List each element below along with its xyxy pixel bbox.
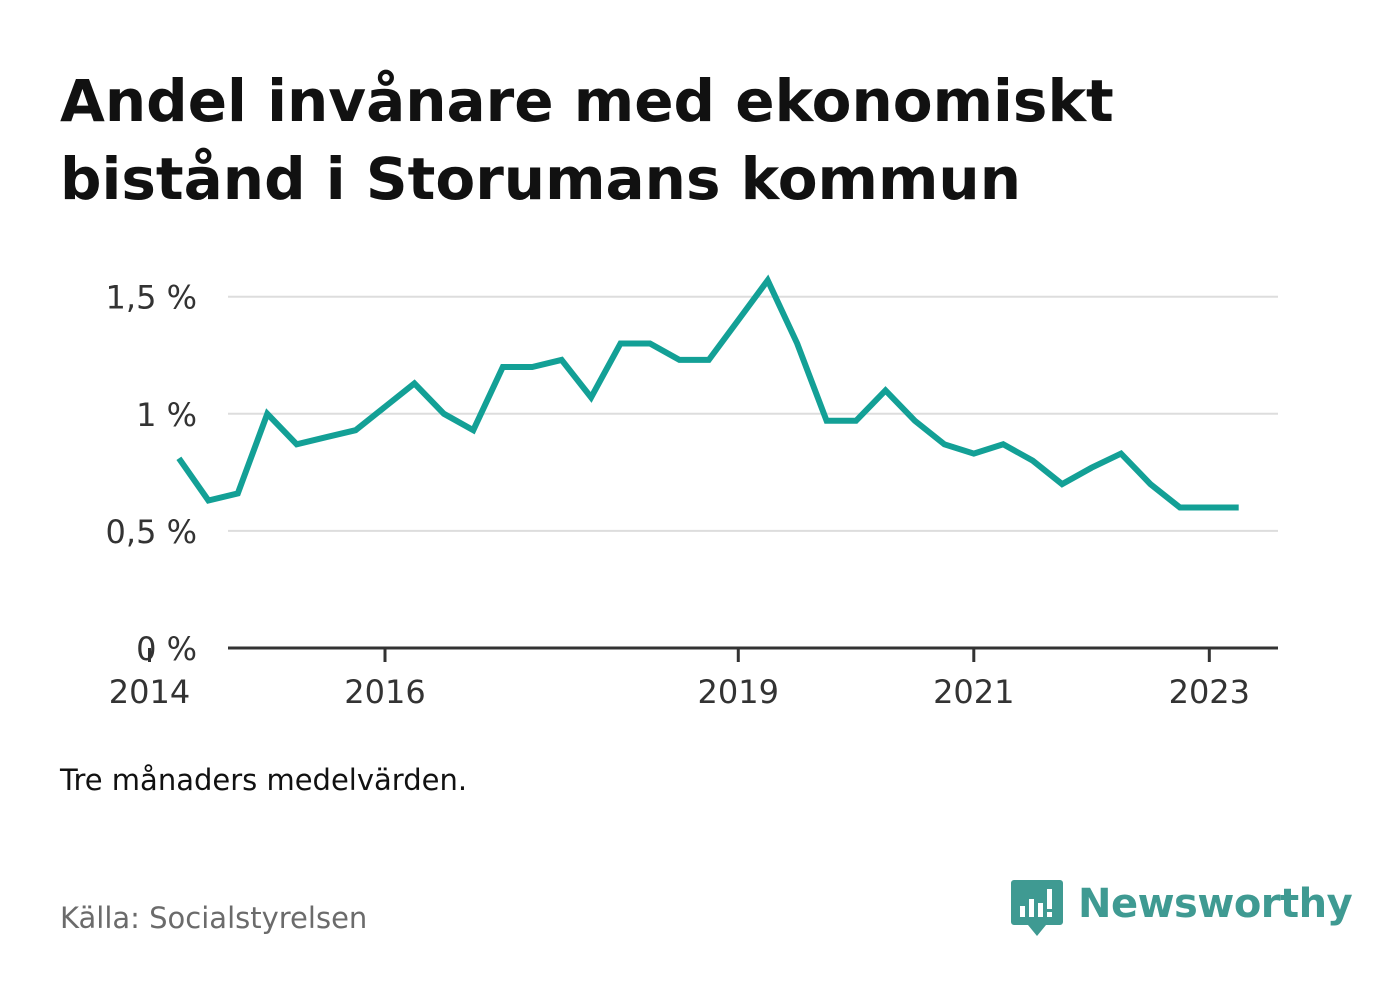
data-point [500,364,506,370]
x-tick-label: 2016 [344,673,425,711]
data-point [765,277,771,283]
series-line [176,274,1239,511]
data-point [618,341,624,347]
chart-title: Andel invånare med ekonomiskt bistånd i … [60,67,1114,213]
data-point [205,498,211,504]
y-tick-label: 0,5 % [106,513,197,551]
y-tick-label: 1,5 % [106,279,197,317]
data-point [441,411,447,417]
data-point [1177,505,1183,511]
data-point [912,418,918,424]
data-point [588,394,594,400]
data-point [647,341,653,347]
line-chart: 0 % 0,5 % 1 % 1,5 % 2014 2016 2019 2021 2023 [106,274,1278,711]
data-point [1030,458,1036,464]
newsworthy-logo-icon [1011,880,1063,936]
x-tick-label: 2019 [698,673,779,711]
data-point [735,317,741,323]
data-point [294,441,300,447]
x-tick-label: 2023 [1169,673,1250,711]
data-point [411,380,417,386]
data-point [1206,505,1212,511]
source-label: Källa: Socialstyrelsen [60,901,368,935]
data-point [883,387,889,393]
data-point [676,357,682,363]
data-point [971,451,977,457]
data-point [824,418,830,424]
data-point [706,357,712,363]
data-point [1147,481,1153,487]
data-point [353,427,359,433]
data-point [470,427,476,433]
data-point [853,418,859,424]
x-tick-label: 2014 [109,673,190,711]
data-point [794,341,800,347]
data-point [323,434,329,440]
data-point [235,490,241,496]
brand-name: Newsworthy [1078,881,1353,927]
data-point [264,411,270,417]
y-tick-label: 0 % [136,630,197,668]
newsworthy-logo[interactable]: Newsworthy [1010,878,1353,940]
data-point [559,357,565,363]
y-tick-label: 1 % [136,396,197,434]
data-point [941,441,947,447]
data-point [1118,451,1124,457]
x-tick-label: 2021 [933,673,1014,711]
data-point [1089,465,1095,471]
data-point [1059,481,1065,487]
data-point [529,364,535,370]
data-point [176,455,182,461]
data-point [382,404,388,410]
data-point [1000,441,1006,447]
chart-note: Tre månaders medelvärden. [60,763,468,797]
data-point [1236,505,1242,511]
